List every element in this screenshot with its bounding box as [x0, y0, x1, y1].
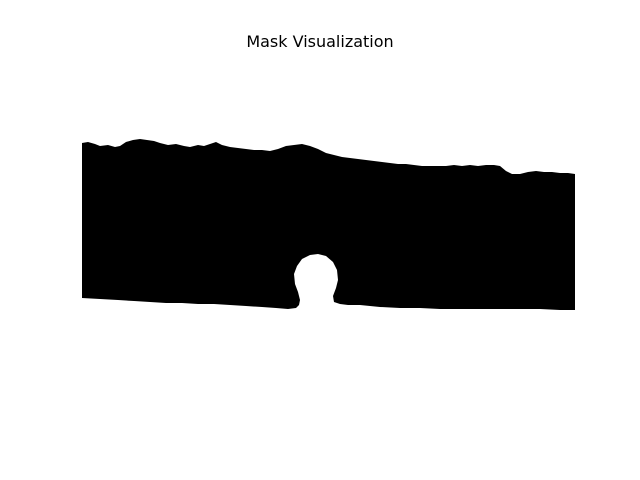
mask-region — [82, 139, 575, 310]
figure-title: Mask Visualization — [246, 32, 394, 51]
